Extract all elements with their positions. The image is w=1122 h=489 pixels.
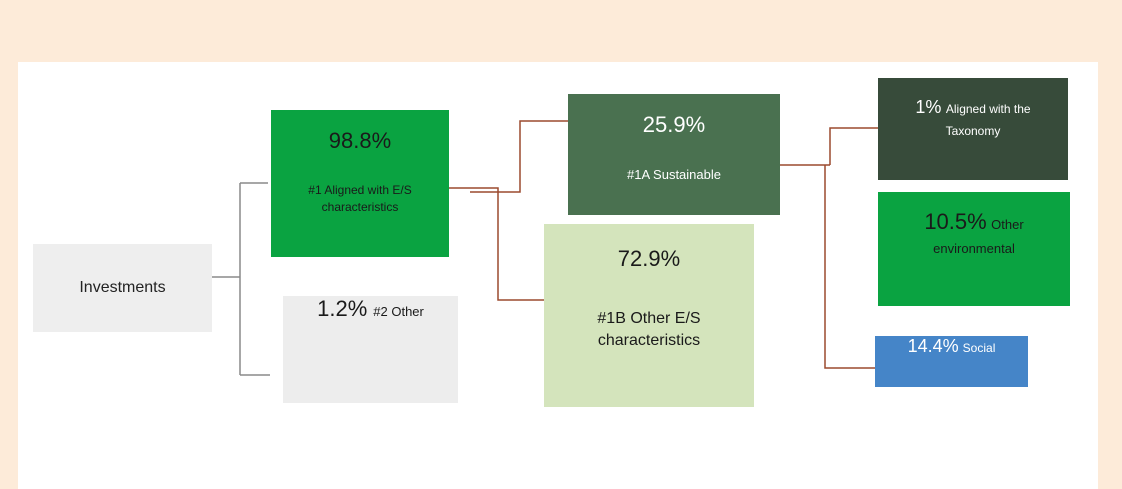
node-value: 14.4% [907, 336, 959, 356]
node-label: Social [962, 341, 996, 355]
node-label: Other environmental [933, 217, 1024, 256]
other-es-node: 72.9% #1B Other E/S characteristics [544, 224, 754, 407]
environmental-node: 10.5% Other environmental [878, 192, 1070, 306]
node-label: Investments [79, 279, 166, 296]
node-label: #2 Other [373, 304, 424, 319]
node-value: 98.8% [328, 128, 392, 153]
social-node: 14.4% Social [875, 336, 1028, 387]
taxonomy-node: 1% Aligned with the Taxonomy [878, 78, 1068, 180]
other-node: 1.2% #2 Other [283, 296, 458, 403]
node-value: 10.5% [924, 209, 987, 234]
node-label: #1A Sustainable [627, 167, 721, 182]
connector [212, 182, 270, 376]
aligned-node: 98.8% #1 Aligned with E/S characteristic… [271, 110, 449, 257]
node-label: Aligned with the Taxonomy [945, 102, 1031, 138]
connector [449, 120, 568, 301]
connector [780, 127, 878, 369]
investments-node: Investments [33, 244, 212, 332]
node-value: 1.2% [317, 296, 368, 321]
node-value: 1% [915, 97, 942, 117]
node-value: 72.9% [617, 246, 681, 271]
sustainable-node: 25.9% #1A Sustainable [568, 94, 780, 215]
node-value: 25.9% [642, 112, 706, 137]
node-label: #1B Other E/S characteristics [597, 310, 701, 349]
node-label: #1 Aligned with E/S characteristics [308, 183, 412, 214]
